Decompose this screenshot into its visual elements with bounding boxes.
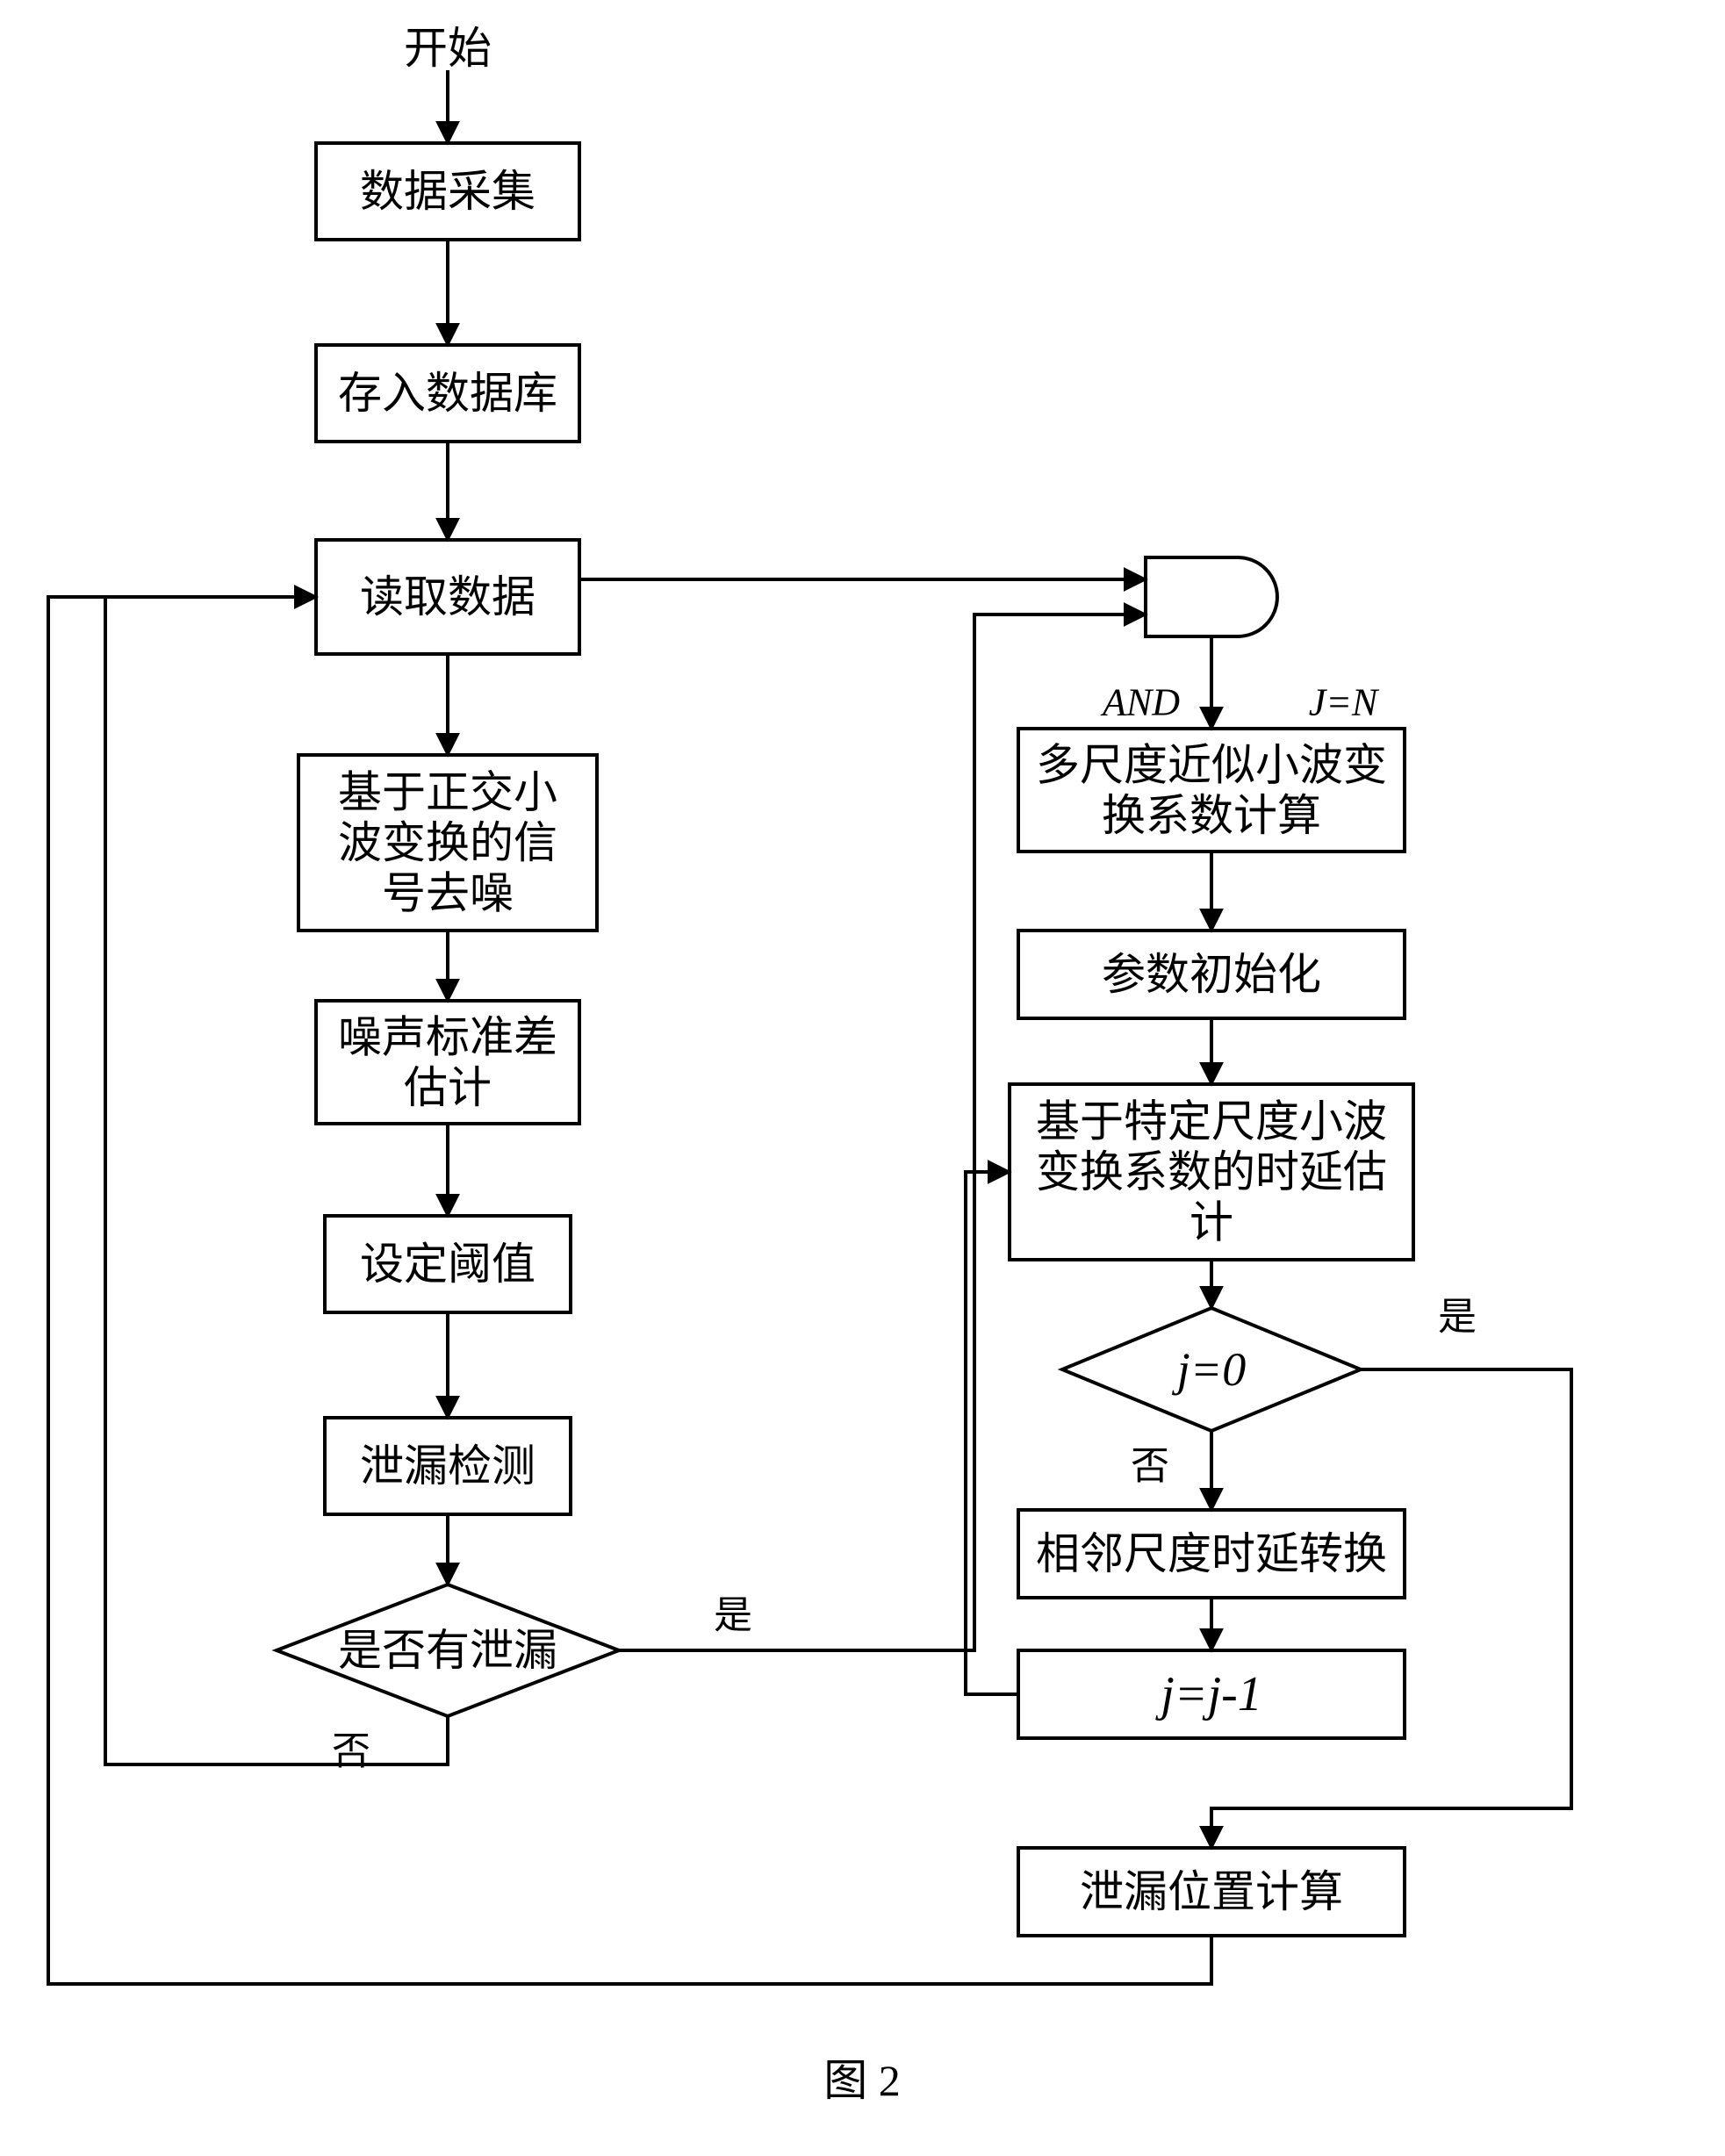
svg-text:j=0: j=0 <box>1172 1343 1246 1396</box>
svg-text:AND: AND <box>1100 681 1180 724</box>
svg-text:基于正交小: 基于正交小 <box>338 768 557 817</box>
svg-text:计: 计 <box>1190 1198 1233 1247</box>
svg-text:数据采集: 数据采集 <box>360 167 535 216</box>
svg-text:开始: 开始 <box>404 24 492 73</box>
svg-text:否: 否 <box>1131 1445 1169 1488</box>
svg-text:是: 是 <box>714 1594 752 1637</box>
svg-text:泄漏位置计算: 泄漏位置计算 <box>1080 1867 1343 1916</box>
svg-text:参数初始化: 参数初始化 <box>1102 950 1321 999</box>
svg-text:是否有泄漏: 是否有泄漏 <box>338 1626 557 1675</box>
svg-text:J=N: J=N <box>1309 681 1380 724</box>
svg-text:j=j-1: j=j-1 <box>1155 1667 1262 1721</box>
svg-text:是: 是 <box>1438 1296 1477 1339</box>
svg-text:变换系数的时延估: 变换系数的时延估 <box>1036 1147 1387 1197</box>
svg-text:基于特定尺度小波: 基于特定尺度小波 <box>1036 1097 1387 1146</box>
svg-text:号去噪: 号去噪 <box>382 869 514 918</box>
svg-text:图 2: 图 2 <box>823 2056 901 2105</box>
svg-text:波变换的信: 波变换的信 <box>338 818 557 867</box>
svg-text:设定阈值: 设定阈值 <box>360 1240 535 1289</box>
svg-text:存入数据库: 存入数据库 <box>338 369 557 418</box>
svg-text:多尺度近似小波变: 多尺度近似小波变 <box>1036 740 1387 789</box>
svg-text:读取数据: 读取数据 <box>360 572 535 622</box>
svg-text:估计: 估计 <box>404 1063 492 1112</box>
svg-text:泄漏检测: 泄漏检测 <box>360 1441 535 1491</box>
svg-text:否: 否 <box>332 1730 370 1773</box>
svg-text:相邻尺度时延转换: 相邻尺度时延转换 <box>1036 1529 1387 1578</box>
svg-text:换系数计算: 换系数计算 <box>1102 791 1321 840</box>
svg-text:噪声标准差: 噪声标准差 <box>338 1012 557 1061</box>
